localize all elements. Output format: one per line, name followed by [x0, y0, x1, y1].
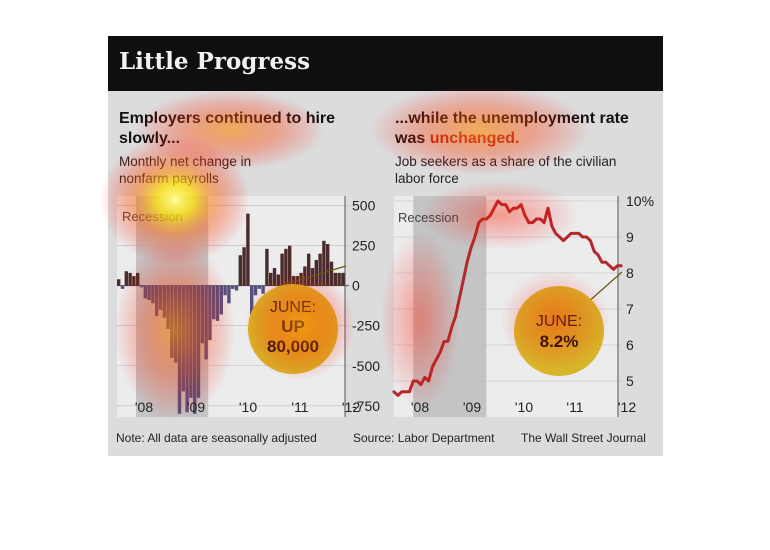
- left-callout-line3: 80,000: [267, 337, 319, 356]
- right-x-tick-label: '12: [618, 399, 636, 415]
- right-x-tick-label: '11: [566, 399, 583, 415]
- right-y-tick-label: 6: [626, 337, 634, 353]
- right-x-tick-label: '09: [463, 399, 481, 415]
- payroll-bar: [307, 253, 311, 286]
- payroll-bar: [208, 285, 212, 341]
- payroll-bar: [322, 240, 326, 286]
- payroll-bar: [215, 285, 220, 321]
- payroll-bar: [196, 285, 201, 398]
- right-recession-label: Recession: [398, 210, 459, 225]
- payroll-bar: [337, 272, 341, 286]
- left-callout-line1: JUNE:: [270, 299, 316, 316]
- payroll-bar: [200, 285, 204, 344]
- chart-figure: Little Progress Employers continued to h…: [108, 36, 663, 456]
- payroll-bar: [117, 279, 121, 286]
- payroll-bar: [284, 248, 288, 286]
- payroll-bar: [238, 255, 242, 286]
- payroll-bar: [223, 285, 227, 296]
- charts-canvas: Recession 500 250 0 -250 -500 -750 '08 '09 '10 '11…: [117, 193, 654, 417]
- payroll-bar: [155, 285, 159, 317]
- payroll-bar: [158, 285, 163, 310]
- payroll-bar: [162, 285, 166, 318]
- left-x-tick-label: '11: [291, 399, 308, 415]
- left-x-tick-label: '08: [135, 399, 153, 415]
- payroll-bar: [181, 285, 185, 392]
- payroll-bar: [326, 244, 330, 286]
- payroll-bar: [189, 285, 193, 398]
- payroll-bar: [124, 271, 128, 286]
- payroll-bar: [242, 247, 246, 286]
- payrolls-bar-chart: Recession 500 250 0 -250 -500 -750 '08 '09 '10 '11…: [117, 196, 380, 417]
- right-y-tick-label: 5: [626, 373, 634, 389]
- figure-title: Little Progress: [119, 48, 311, 75]
- right-y-tick-label: 7: [626, 301, 634, 317]
- right-y-tick-label: 10%: [626, 193, 654, 209]
- payroll-bar: [341, 272, 345, 286]
- payroll-bar: [170, 285, 174, 358]
- left-y-tick-label: 0: [352, 278, 360, 294]
- payroll-bar: [147, 285, 151, 301]
- right-y-tick-label: 9: [626, 229, 634, 245]
- payroll-bar: [303, 266, 307, 286]
- payroll-bar: [318, 253, 322, 286]
- payroll-bar: [128, 272, 132, 286]
- payroll-bar: [272, 268, 277, 286]
- left-y-tick-label: -750: [352, 398, 380, 414]
- title-bar: Little Progress: [108, 36, 663, 91]
- payroll-bar: [329, 261, 334, 286]
- payroll-bar: [185, 285, 189, 413]
- payroll-bar: [246, 213, 250, 286]
- payroll-bar: [314, 260, 318, 286]
- payroll-bar: [193, 285, 197, 414]
- right-callout-line1: JUNE:: [536, 313, 582, 330]
- payroll-bar: [120, 285, 125, 289]
- payroll-bar: [234, 285, 239, 291]
- right-callout-line2: 8.2%: [540, 332, 579, 351]
- payroll-bar: [139, 285, 144, 288]
- payroll-bar: [204, 285, 208, 360]
- left-y-tick-label: -500: [352, 358, 380, 374]
- payroll-bar: [151, 285, 155, 304]
- footer-credit: The Wall Street Journal: [521, 431, 646, 445]
- payroll-bar: [265, 248, 269, 286]
- payroll-bar: [257, 285, 261, 289]
- payroll-bar: [253, 285, 258, 296]
- payroll-bar: [280, 253, 284, 286]
- left-x-tick-label: '12: [342, 399, 360, 415]
- left-recession-label: Recession: [122, 209, 183, 224]
- left-callout-line2: UP: [281, 317, 305, 336]
- left-y-tick-label: -250: [352, 318, 380, 334]
- payroll-bar: [261, 285, 265, 294]
- left-x-tick-label: '09: [187, 399, 205, 415]
- right-x-tick-label: '10: [515, 399, 533, 415]
- payroll-bar: [132, 276, 136, 286]
- payroll-bar: [219, 285, 223, 315]
- payroll-bar: [288, 245, 292, 286]
- right-callout-bubble: [514, 286, 604, 376]
- payroll-bar: [227, 285, 231, 304]
- payroll-bar: [177, 285, 182, 414]
- left-x-tick-label: '10: [239, 399, 257, 415]
- right-y-tick-label: 8: [626, 265, 634, 281]
- left-y-tick-label: 250: [352, 238, 376, 254]
- payroll-bar: [276, 274, 280, 286]
- footer-source: Source: Labor Department: [353, 431, 495, 445]
- payroll-bar: [136, 272, 140, 286]
- payroll-bar: [143, 285, 147, 299]
- payroll-bar: [310, 268, 315, 286]
- right-x-tick-label: '08: [411, 399, 429, 415]
- left-y-tick-label: 500: [352, 198, 376, 214]
- payroll-bar: [269, 272, 273, 286]
- payroll-bar: [174, 285, 178, 363]
- payroll-bar: [166, 285, 170, 329]
- payroll-bar: [231, 285, 235, 289]
- footer-note: Note: All data are seasonally adjusted: [116, 431, 317, 445]
- payroll-bar: [212, 285, 216, 320]
- unemployment-line-chart: Recession 5 6 7 8 9 10% '08 '09 '10 '11 '12 JUNE: 8.2…: [392, 193, 654, 417]
- payroll-bar: [333, 272, 337, 286]
